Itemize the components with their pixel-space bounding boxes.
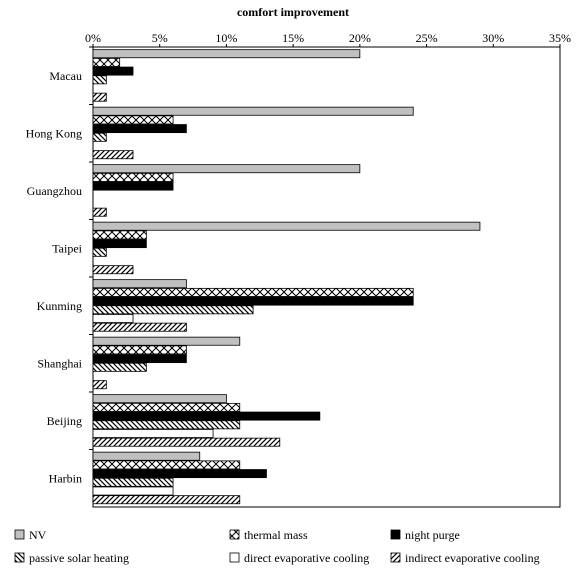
- legend-item-direct-evaporative-cooling: direct evaporative cooling: [229, 551, 369, 565]
- x-axis-ticks: 0% 5% 10% 15% 20% 25% 30% 35%: [85, 31, 571, 47]
- bar-macau-thermal-mass: [92, 57, 121, 67]
- bar-beijing-passive-solar-heating: [92, 420, 241, 430]
- legend-label: indirect evaporative cooling: [405, 551, 540, 565]
- bar-macau-nv: [92, 49, 361, 59]
- bar-harbin-night-purge: [92, 469, 267, 479]
- x-tick-label: 25%: [416, 31, 438, 45]
- bar-harbin-thermal-mass: [92, 460, 241, 470]
- bar-macau-night-purge: [92, 66, 134, 76]
- bar-hong-kong-indirect-evaporative-cooling: [92, 150, 134, 160]
- bar-kunming-thermal-mass: [92, 287, 414, 297]
- category-label-taipei: Taipei: [52, 241, 82, 255]
- bar-taipei-night-purge: [92, 239, 147, 249]
- bar-shanghai-indirect-evaporative-cooling: [92, 380, 107, 390]
- bar-beijing-nv: [92, 394, 227, 404]
- bar-kunming-nv: [92, 279, 187, 289]
- bar-taipei-passive-solar-heating: [92, 247, 107, 257]
- legend-label: passive solar heating: [29, 551, 129, 565]
- bar-taipei-indirect-evaporative-cooling: [92, 265, 134, 275]
- bar-harbin-nv: [92, 451, 201, 461]
- legend-label: NV: [29, 528, 47, 542]
- x-tick-label: 15%: [282, 31, 304, 45]
- legend-swatch: [390, 529, 401, 540]
- bar-shanghai-nv: [92, 336, 241, 346]
- legend-label: night purge: [405, 528, 460, 542]
- bar-shanghai-passive-solar-heating: [92, 362, 147, 372]
- bar-guangzhou-night-purge: [92, 181, 174, 191]
- bar-harbin-direct-evaporative-cooling: [92, 486, 174, 496]
- bar-hong-kong-thermal-mass: [92, 115, 174, 125]
- category-label-hong-kong: Hong Kong: [26, 126, 82, 140]
- bar-kunming-night-purge: [92, 296, 414, 306]
- bars: [92, 49, 481, 505]
- legend: NV thermal mass night purge passive solar h…: [14, 528, 540, 565]
- bar-beijing-direct-evaporative-cooling: [92, 429, 214, 438]
- bar-beijing-indirect-evaporative-cooling: [92, 437, 281, 447]
- category-label-shanghai: Shanghai: [37, 356, 82, 370]
- bar-beijing-night-purge: [92, 411, 321, 421]
- bar-hong-kong-passive-solar-heating: [92, 132, 107, 142]
- category-label-harbin: Harbin: [49, 471, 82, 485]
- category-label-kunming: Kunming: [37, 299, 82, 313]
- bar-shanghai-thermal-mass: [92, 345, 187, 355]
- bar-guangzhou-thermal-mass: [92, 172, 174, 182]
- category-label-macau: Macau: [49, 69, 82, 83]
- bar-hong-kong-night-purge: [92, 124, 187, 134]
- bar-beijing-thermal-mass: [92, 402, 241, 412]
- category-axis: Macau Hong Kong Guangzhou Taipei Kunming Shan…: [26, 46, 93, 485]
- bar-kunming-indirect-evaporative-cooling: [92, 322, 187, 332]
- legend-item-night-purge: night purge: [390, 528, 460, 542]
- x-tick-label: 0%: [85, 31, 101, 45]
- bar-harbin-indirect-evaporative-cooling: [92, 495, 241, 505]
- legend-item-indirect-evaporative-cooling: indirect evaporative cooling: [390, 551, 540, 565]
- bar-shanghai-night-purge: [92, 354, 187, 364]
- legend-label: thermal mass: [244, 528, 308, 542]
- legend-item-passive-solar-heating: passive solar heating: [14, 551, 129, 565]
- category-label-guangzhou: Guangzhou: [27, 184, 82, 198]
- legend-swatch: [229, 552, 240, 563]
- legend-item-nv: NV: [14, 528, 47, 542]
- bar-taipei-nv: [92, 221, 481, 231]
- legend-swatch: [390, 552, 401, 563]
- bar-guangzhou-nv: [92, 164, 361, 174]
- chart-title: comfort improvement: [237, 5, 349, 19]
- category-label-beijing: Beijing: [47, 414, 82, 428]
- x-tick-label: 30%: [482, 31, 504, 45]
- x-tick-label: 10%: [215, 31, 237, 45]
- bar-taipei-thermal-mass: [92, 230, 147, 240]
- bar-macau-indirect-evaporative-cooling: [92, 92, 107, 102]
- legend-swatch: [14, 529, 25, 540]
- bar-guangzhou-indirect-evaporative-cooling: [92, 207, 107, 217]
- x-tick-label: 5%: [152, 31, 168, 45]
- bar-hong-kong-nv: [92, 106, 414, 116]
- legend-label: direct evaporative cooling: [244, 551, 369, 565]
- bar-harbin-passive-solar-heating: [92, 477, 174, 487]
- legend-swatch: [229, 529, 240, 540]
- bar-kunming-direct-evaporative-cooling: [92, 314, 134, 323]
- x-tick-label: 20%: [349, 31, 371, 45]
- bar-kunming-passive-solar-heating: [92, 305, 254, 315]
- bar-macau-passive-solar-heating: [92, 75, 107, 85]
- legend-swatch: [14, 552, 25, 563]
- x-tick-label: 35%: [549, 31, 571, 45]
- legend-item-thermal-mass: thermal mass: [229, 528, 308, 542]
